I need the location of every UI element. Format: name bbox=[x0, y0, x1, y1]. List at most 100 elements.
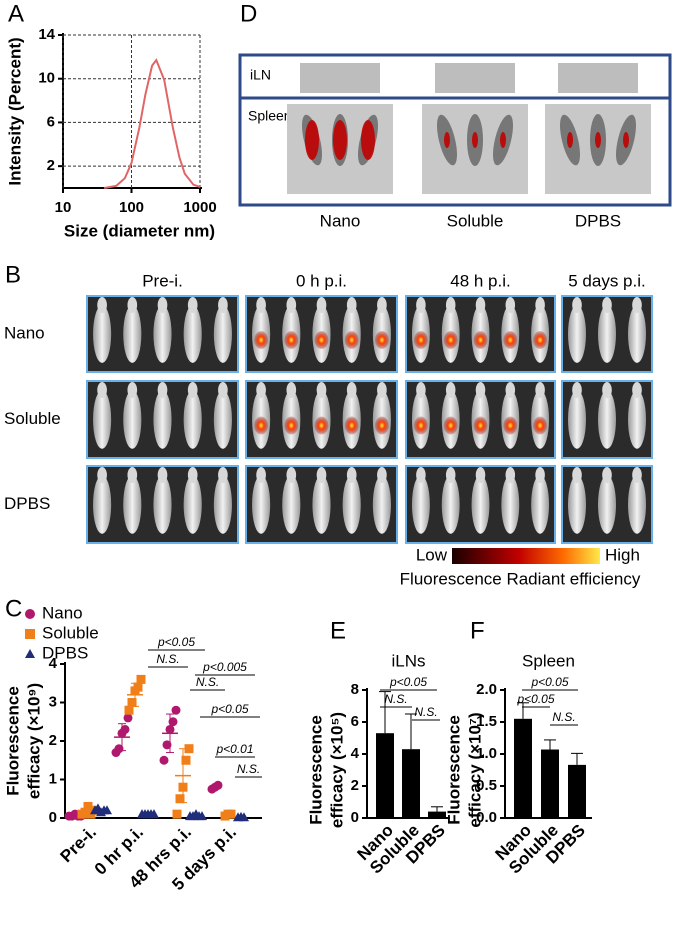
x-tick-label: 10 bbox=[55, 199, 72, 216]
legend-marker bbox=[25, 649, 35, 658]
y-axis-label: Fluorescence bbox=[444, 715, 463, 825]
row-label: DPBS bbox=[4, 494, 50, 513]
data-point bbox=[162, 740, 172, 750]
bar bbox=[514, 718, 532, 818]
mouse bbox=[628, 390, 646, 449]
column-label: 48 h p.i. bbox=[450, 271, 511, 290]
y-tick-label: 2 bbox=[351, 777, 359, 794]
mouse bbox=[628, 475, 646, 534]
mouse-head bbox=[475, 297, 486, 313]
mouse bbox=[252, 475, 271, 534]
mouse-head bbox=[416, 297, 426, 313]
mouse bbox=[153, 475, 172, 534]
mouse-head bbox=[632, 297, 642, 313]
signal bbox=[443, 416, 458, 435]
mouse-head bbox=[256, 297, 266, 313]
mouse-head bbox=[187, 297, 198, 313]
y-axis-label: efficacy (×10⁵) bbox=[327, 712, 346, 828]
significance-label: p<0.01 bbox=[215, 742, 253, 756]
mouse-head bbox=[535, 467, 545, 483]
signal bbox=[314, 331, 329, 349]
significance-label: N.S. bbox=[552, 710, 575, 724]
data-point bbox=[184, 744, 194, 754]
mouse bbox=[93, 475, 112, 534]
y-tick-label: 3 bbox=[49, 693, 57, 710]
mouse-head bbox=[377, 467, 387, 483]
x-tick-label: 100 bbox=[119, 199, 144, 216]
row-label: Nano bbox=[4, 323, 45, 342]
data-point bbox=[149, 809, 159, 819]
y-tick-label: 2.0 bbox=[476, 681, 497, 698]
mouse-head bbox=[377, 382, 387, 398]
signal bbox=[284, 331, 299, 349]
mouse-head bbox=[535, 382, 545, 398]
mouse-head bbox=[475, 467, 486, 483]
y-tick-label: 4 bbox=[351, 745, 360, 762]
mouse-head bbox=[286, 467, 297, 483]
column-label: 0 h p.i. bbox=[296, 271, 347, 290]
y-tick-label: 0 bbox=[49, 809, 57, 826]
mouse-head bbox=[416, 467, 426, 483]
data-point bbox=[171, 705, 181, 715]
panel-letter: B bbox=[5, 261, 21, 288]
y-tick-label: 14 bbox=[38, 26, 55, 43]
signal bbox=[361, 120, 375, 160]
mouse bbox=[213, 305, 232, 363]
mouse-head bbox=[256, 382, 266, 398]
data-point bbox=[172, 809, 182, 819]
mouse-head bbox=[602, 382, 612, 398]
y-tick-label: 1.5 bbox=[476, 713, 497, 730]
colorbar-high: High bbox=[605, 545, 640, 564]
colorbar bbox=[452, 548, 600, 564]
signal bbox=[305, 120, 319, 160]
signal bbox=[473, 416, 488, 435]
significance-label: p<0.05 bbox=[389, 675, 427, 689]
mouse-head bbox=[316, 297, 327, 313]
mouse-head bbox=[218, 382, 228, 398]
mouse bbox=[153, 305, 172, 363]
mouse-head bbox=[602, 467, 612, 483]
mouse-head bbox=[157, 467, 168, 483]
y-tick-label: 6 bbox=[47, 113, 55, 130]
y-tick-label: 10 bbox=[38, 70, 55, 87]
mouse bbox=[93, 390, 112, 449]
mouse-head bbox=[535, 297, 545, 313]
panel-letter: C bbox=[5, 595, 22, 622]
data-point bbox=[239, 812, 249, 822]
signal bbox=[473, 331, 488, 349]
mouse bbox=[213, 390, 232, 449]
mouse-head bbox=[187, 382, 198, 398]
bar bbox=[376, 733, 394, 818]
signal bbox=[503, 416, 518, 435]
mouse-head bbox=[316, 467, 327, 483]
bar bbox=[428, 811, 446, 818]
mouse-head bbox=[97, 467, 107, 483]
y-tick-label: 1 bbox=[49, 770, 57, 787]
legend-label: DPBS bbox=[42, 643, 88, 662]
significance-label: N.S. bbox=[414, 705, 437, 719]
mouse-head bbox=[256, 467, 266, 483]
data-point bbox=[80, 807, 90, 817]
data-point bbox=[120, 724, 130, 734]
mouse-head bbox=[157, 382, 168, 398]
data-point bbox=[197, 811, 207, 821]
mouse bbox=[183, 305, 202, 363]
organ-image bbox=[300, 63, 380, 93]
mouse-head bbox=[218, 297, 228, 313]
mouse bbox=[213, 475, 232, 534]
mouse-head bbox=[602, 297, 612, 313]
mouse-head bbox=[218, 467, 228, 483]
mouse bbox=[628, 305, 646, 363]
data-point bbox=[159, 755, 169, 765]
signal bbox=[314, 416, 329, 435]
y-tick-label: 8 bbox=[351, 681, 359, 698]
mouse-head bbox=[286, 297, 297, 313]
mouse bbox=[598, 305, 616, 363]
mouse-head bbox=[505, 467, 516, 483]
mouse-head bbox=[346, 382, 357, 398]
signal bbox=[533, 416, 548, 435]
mouse bbox=[183, 475, 202, 534]
data-point bbox=[124, 705, 134, 715]
signal bbox=[443, 331, 458, 349]
